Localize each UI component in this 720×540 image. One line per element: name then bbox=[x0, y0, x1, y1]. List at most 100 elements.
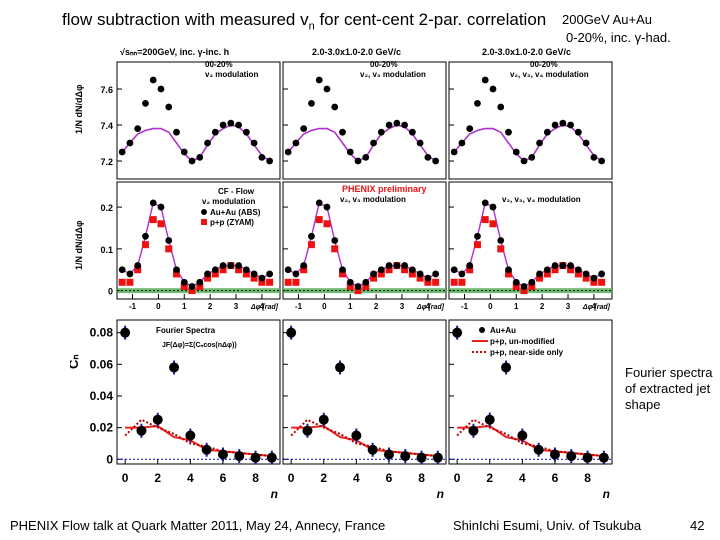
xtick-label: 2 bbox=[154, 471, 161, 485]
ytick-label: 0.1 bbox=[100, 245, 113, 255]
xtick-label: 6 bbox=[552, 471, 559, 485]
pp-point bbox=[370, 274, 378, 282]
auau-point bbox=[284, 266, 292, 274]
auau-point bbox=[351, 430, 362, 441]
xaxis-label: n bbox=[437, 487, 444, 501]
pp-point bbox=[258, 278, 266, 286]
xtick-label: 2 bbox=[208, 302, 213, 311]
pp-point bbox=[497, 245, 505, 253]
pp-point bbox=[505, 270, 513, 278]
xtick-label: 3 bbox=[566, 302, 571, 311]
auau-point bbox=[188, 157, 196, 165]
auau-point bbox=[481, 76, 489, 84]
xtick-label: 4 bbox=[260, 302, 265, 311]
auau-point bbox=[598, 157, 606, 165]
xtick-label: 1 bbox=[348, 302, 353, 311]
xtick-label: 4 bbox=[353, 471, 360, 485]
xtick-label: 4 bbox=[187, 471, 194, 485]
auau-point bbox=[292, 139, 300, 147]
legend3-pp: p+p, un-modified bbox=[490, 337, 555, 346]
auau-point bbox=[497, 103, 505, 111]
auau-point bbox=[118, 148, 126, 156]
auau-point bbox=[152, 414, 163, 425]
auau-point bbox=[284, 148, 292, 156]
auau-point bbox=[346, 278, 354, 286]
auau-point bbox=[242, 128, 250, 136]
auau-point bbox=[551, 262, 559, 269]
auau-point bbox=[512, 148, 520, 156]
auau-point bbox=[450, 266, 458, 274]
auau-point bbox=[424, 154, 432, 161]
footer-author: ShinIchi Esumi, Univ. of Tsukuba bbox=[453, 518, 642, 533]
phenix-preliminary: PHENIX preliminary bbox=[342, 184, 427, 194]
pp-point bbox=[141, 241, 149, 249]
auau-point bbox=[258, 274, 266, 282]
auau-point bbox=[505, 266, 512, 274]
pp-near-side-line bbox=[456, 418, 604, 458]
pp-unmodified-line bbox=[291, 424, 438, 458]
auau-point bbox=[217, 449, 228, 460]
auau-point bbox=[543, 128, 551, 136]
col-header-1: 2.0-3.0x1.0-2.0 GeV/c bbox=[312, 47, 401, 57]
auau-point bbox=[149, 199, 157, 207]
auau-point bbox=[474, 100, 481, 107]
auau-point bbox=[315, 199, 323, 207]
auau-point bbox=[489, 203, 497, 211]
auau-point bbox=[250, 452, 261, 463]
auau-point bbox=[134, 262, 142, 269]
xaxis-label: n bbox=[603, 487, 610, 501]
xtick-label: 0 bbox=[122, 471, 129, 485]
auau-point bbox=[466, 262, 474, 269]
xaxis-label: Δφ [rad] bbox=[582, 304, 611, 311]
auau-point bbox=[335, 362, 346, 373]
auau-point bbox=[308, 100, 315, 107]
auau-point bbox=[266, 452, 277, 463]
pp-point bbox=[126, 278, 134, 286]
auau-point bbox=[318, 414, 329, 425]
auau-point bbox=[458, 139, 466, 147]
auau-point bbox=[250, 139, 258, 147]
pp-point bbox=[362, 282, 370, 290]
auau-point bbox=[400, 451, 411, 462]
pp-point bbox=[432, 278, 440, 286]
auau-point bbox=[188, 283, 196, 290]
auau-point bbox=[528, 154, 536, 161]
r1p2-label-b: v₂, v₃ modulation bbox=[360, 70, 426, 79]
auau-point bbox=[149, 76, 157, 84]
auau-point bbox=[598, 452, 609, 463]
auau-point bbox=[308, 232, 315, 240]
auau-point bbox=[219, 262, 227, 269]
auau-point bbox=[497, 237, 505, 244]
auau-point bbox=[416, 270, 424, 278]
ytick-label: 0.02 bbox=[90, 421, 114, 435]
auau-point bbox=[385, 262, 393, 269]
auau-point bbox=[142, 100, 149, 107]
auau-point bbox=[169, 362, 180, 373]
auau-point bbox=[520, 157, 528, 165]
pp-point bbox=[528, 282, 536, 290]
auau-point bbox=[590, 154, 598, 161]
auau-point bbox=[339, 266, 346, 274]
auau-point bbox=[536, 270, 543, 278]
pp-point bbox=[551, 266, 559, 274]
auau-point bbox=[559, 119, 567, 127]
xtick-label: 0 bbox=[322, 302, 327, 311]
auau-point bbox=[300, 262, 308, 269]
pp-point bbox=[307, 241, 315, 249]
auau-point bbox=[219, 121, 227, 129]
pp-point bbox=[173, 270, 181, 278]
panel-frame-r1-p2 bbox=[282, 61, 447, 180]
legend3-auau: Au+Au bbox=[490, 326, 516, 335]
auau-point bbox=[258, 154, 266, 161]
auau-point bbox=[266, 157, 274, 165]
page-number: 42 bbox=[690, 518, 705, 533]
pp-point bbox=[300, 266, 308, 274]
auau-point bbox=[528, 278, 536, 286]
auau-point bbox=[118, 266, 126, 274]
xtick-label: 1 bbox=[182, 302, 187, 311]
ytick-label: 7.6 bbox=[100, 85, 113, 95]
legend3-pp-near: p+p, near-side only bbox=[490, 348, 564, 357]
pp-unmodified-line bbox=[125, 424, 272, 458]
pp-point bbox=[408, 270, 416, 278]
pp-point bbox=[416, 274, 424, 282]
